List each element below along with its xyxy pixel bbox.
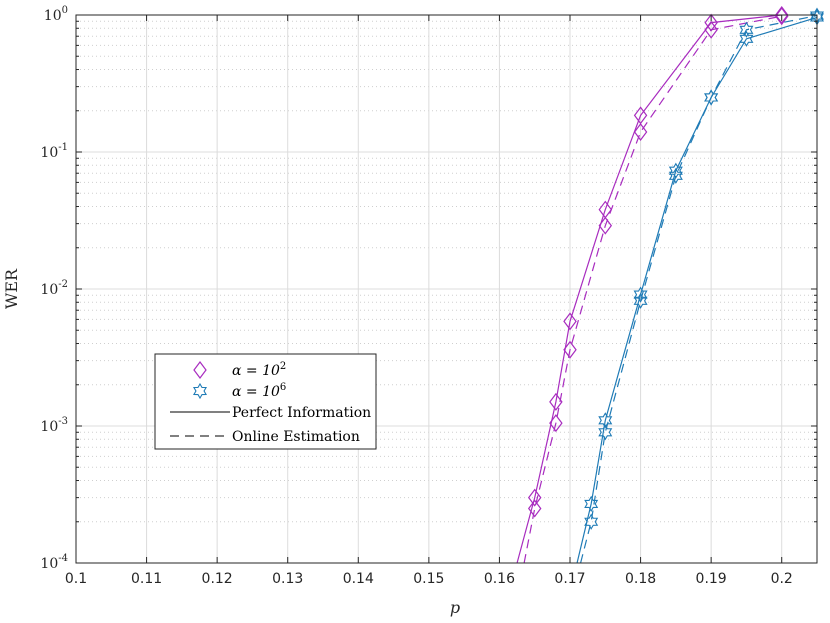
data-point-alpha2 — [668, 167, 683, 184]
legend-perfect-label: Perfect Information — [232, 405, 371, 421]
legend: α = 102 α = 106 Perfect Information Onli… — [154, 353, 377, 450]
x-tick-label: 0.14 — [343, 571, 374, 587]
y-tick-label: 10-3 — [40, 416, 68, 435]
y-tick-label: 100 — [44, 5, 68, 24]
data-point-alpha2 — [598, 424, 613, 441]
major-grid — [75, 14, 817, 564]
series-line-alpha1-solid — [516, 14, 782, 564]
x-tick-label: 0.11 — [131, 571, 162, 587]
x-tick-label: 0.18 — [625, 571, 656, 587]
series-line-alpha2-dashed — [580, 15, 818, 564]
data-point-alpha2 — [633, 292, 648, 309]
data-point-alpha2 — [704, 89, 719, 106]
data-point-alpha2 — [584, 513, 599, 530]
series-line-alpha2-solid — [576, 16, 818, 564]
data-point-alpha2 — [739, 21, 754, 38]
legend-alpha2-label: α = 106 — [232, 382, 286, 400]
data-series — [516, 6, 825, 564]
x-tick-label: 0.12 — [202, 571, 233, 587]
x-axis-label: p — [450, 598, 460, 617]
data-point-alpha2 — [598, 412, 613, 429]
x-tick-label: 0.16 — [484, 571, 515, 587]
y-tick-label: 10-1 — [40, 142, 68, 161]
legend-alpha2-marker — [192, 382, 208, 400]
x-tick-label: 0.1 — [65, 571, 87, 587]
y-tick-label: 10-4 — [40, 553, 68, 572]
data-point-alpha1 — [563, 340, 577, 359]
x-tick-label: 0.17 — [554, 571, 585, 587]
y-axis-label: WER — [2, 268, 21, 309]
data-point-alpha2 — [584, 495, 599, 512]
diamond-icon — [193, 361, 207, 379]
data-point-alpha2 — [633, 286, 648, 303]
axis-ticks: 0.1 0.11 0.12 0.13 0.14 0.15 0.16 0.17 0.18 0.19 0… — [40, 5, 817, 587]
x-tick-label: 0.15 — [413, 571, 444, 587]
legend-alpha1-label: α = 102 — [232, 361, 286, 379]
hexagram-icon — [192, 382, 208, 400]
x-tick-label: 0.19 — [696, 571, 727, 587]
data-point-alpha1 — [598, 216, 613, 235]
data-point-alpha2 — [739, 30, 754, 47]
legend-alpha1-marker — [193, 361, 207, 379]
data-point-alpha1 — [633, 122, 648, 141]
y-tick-label: 10-2 — [40, 279, 68, 298]
data-point-alpha1 — [774, 6, 789, 24]
data-point-alpha1 — [774, 7, 789, 26]
data-point-alpha1 — [549, 414, 563, 433]
legend-online-label: Online Estimation — [232, 429, 360, 445]
data-point-alpha1 — [527, 499, 542, 518]
legend-box — [154, 353, 377, 450]
data-point-alpha1 — [704, 20, 718, 39]
data-point-alpha1 — [563, 312, 577, 331]
x-tick-label: 0.13 — [272, 571, 303, 587]
x-tick-label: 0.2 — [771, 571, 793, 587]
data-point-alpha1 — [527, 488, 542, 507]
